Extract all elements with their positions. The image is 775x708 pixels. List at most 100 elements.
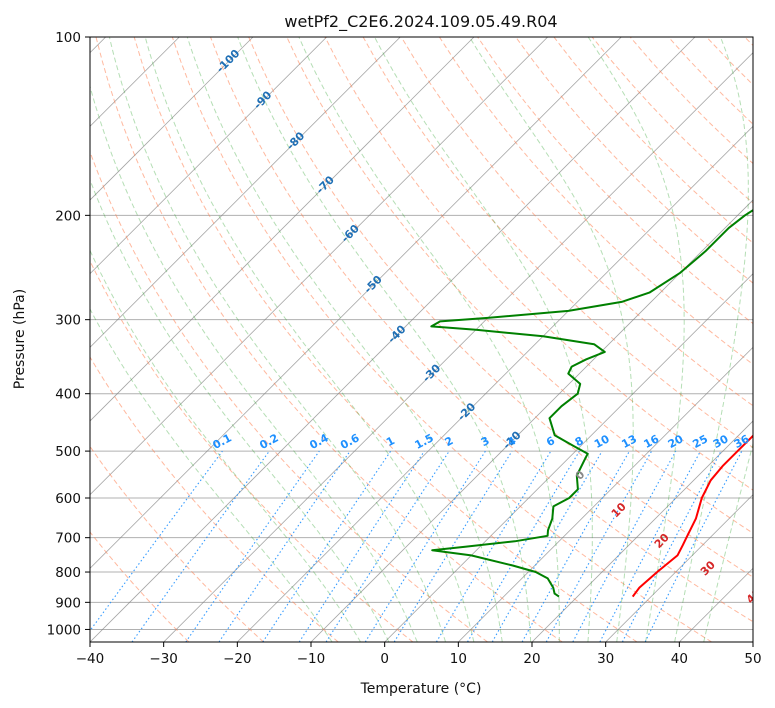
dry-adiabat-line — [90, 531, 190, 642]
y-tick-label: 200 — [55, 208, 81, 224]
mixing-ratio-line — [599, 450, 701, 642]
mixing-ratio-label: 3 — [479, 434, 492, 449]
dry-adiabat-line — [706, 37, 753, 86]
dry-adiabat-line — [438, 37, 753, 366]
mixing-ratio-label: 10 — [592, 432, 612, 451]
dry-adiabat-label: 40 — [744, 586, 764, 606]
y-tick-label: 500 — [55, 444, 81, 460]
dry-adiabat-line — [400, 37, 753, 407]
dry-adiabat-line — [171, 37, 712, 642]
y-tick-label: 1000 — [47, 622, 81, 638]
y-tick-label: 800 — [55, 565, 81, 581]
moist-adiabat-line — [469, 37, 634, 642]
x-tick-label: 20 — [523, 651, 540, 667]
dry-adiabat-line — [248, 37, 753, 578]
isotherm-line — [90, 37, 622, 569]
isotherm-label: -50 — [362, 273, 385, 296]
isotherm-label: -80 — [284, 129, 307, 152]
isotherm-label: -20 — [455, 400, 478, 423]
isotherm-line — [90, 37, 548, 496]
mixing-ratio-line — [644, 450, 743, 642]
dry-adiabat-line — [90, 150, 488, 642]
isotherm-label: -90 — [251, 88, 274, 111]
mixing-ratio-line — [572, 450, 677, 642]
mixing-ratio-label: 36 — [732, 432, 752, 451]
mixing-ratio-label: 0.4 — [307, 431, 331, 452]
isotherm-line — [90, 37, 254, 201]
moist-adiabat-line — [674, 37, 749, 642]
y-axis-label: Pressure (hPa) — [12, 289, 28, 389]
y-tick-label: 900 — [55, 595, 81, 611]
x-tick-label: −10 — [297, 651, 326, 667]
dry-adiabat-line — [90, 445, 264, 642]
x-tick-label: −30 — [149, 651, 178, 667]
mixing-ratio-line — [131, 450, 270, 642]
mixing-ratio-line — [467, 450, 580, 642]
dry-adiabat-label: 20 — [652, 531, 672, 551]
isotherm-line — [90, 37, 475, 422]
mixing-ratio-label: 0.2 — [257, 431, 280, 452]
dry-adiabat-line — [744, 37, 753, 47]
mixing-ratio-label: 1 — [384, 434, 397, 449]
moist-adiabat-line — [90, 308, 333, 642]
moist-adiabat-line — [144, 37, 475, 642]
dry-adiabat-line — [90, 356, 339, 642]
moist-adiabat-line — [90, 178, 390, 642]
dry-adiabat-line — [210, 37, 753, 623]
isotherm-line — [90, 37, 696, 642]
moist-adiabat-line — [703, 441, 753, 642]
moist-adiabat-line — [108, 37, 446, 642]
moist-adiabat-line — [237, 37, 532, 642]
isotherm-line — [531, 420, 753, 642]
isotherm-line — [605, 494, 753, 642]
x-tick-label: 40 — [671, 651, 688, 667]
dry-adiabat-label: 30 — [698, 558, 718, 578]
dry-adiabat-label: 10 — [609, 500, 629, 520]
y-tick-label: 300 — [55, 313, 81, 329]
moist-adiabat-line — [374, 37, 593, 642]
isotherm-line — [90, 37, 401, 348]
mixing-ratio-line — [545, 450, 653, 642]
dry-adiabat-line — [324, 37, 753, 491]
mixing-ratio-label: 20 — [666, 432, 686, 451]
isotherm-line — [752, 641, 753, 642]
x-tick-label: −20 — [223, 651, 252, 667]
isotherm-line — [458, 346, 753, 642]
plot-area: -100-90-80-70-60-50-40-30-20-10010203040… — [90, 37, 764, 642]
mixing-ratio-line — [262, 450, 392, 642]
isotherm-line — [90, 37, 327, 275]
chart-title: wetPf2_C2E6.2024.109.05.49.R04 — [284, 12, 557, 32]
mixing-ratio-label: 1.5 — [413, 431, 436, 452]
moist-adiabat-line — [90, 84, 418, 642]
mixing-ratio-line — [218, 450, 351, 642]
mixing-ratio-label: 13 — [619, 432, 639, 451]
mixing-ratio-line — [298, 450, 425, 642]
x-tick-label: 50 — [744, 651, 761, 667]
isotherm-line — [310, 199, 753, 642]
x-tick-label: 0 — [380, 651, 389, 667]
y-tick-label: 100 — [55, 30, 81, 46]
x-tick-label: 30 — [597, 651, 614, 667]
dry-adiabat-line — [553, 37, 753, 244]
mixing-ratio-label: 16 — [642, 432, 662, 451]
mixing-ratio-label: 25 — [690, 432, 710, 451]
dry-adiabat-line — [90, 259, 414, 642]
isotherm-label: -40 — [385, 322, 408, 345]
mixing-ratio-label: 0.1 — [211, 431, 234, 452]
mixing-ratio-line — [185, 450, 320, 642]
y-tick-label: 700 — [55, 531, 81, 547]
moist-adiabat-line — [587, 37, 685, 642]
isotherm-label: -100 — [214, 47, 243, 76]
mixing-ratio-line — [90, 450, 223, 632]
y-tick-label: 400 — [55, 387, 81, 403]
moist-adiabat-line — [298, 37, 560, 642]
isotherm-line — [163, 52, 753, 642]
axes: −40 −30 −20 −10 0 10 20 30 40 50 100 200 300 400 500 60… — [47, 30, 762, 667]
mixing-ratio-line — [325, 450, 450, 642]
temperature-profile — [631, 434, 753, 598]
isotherm-line — [237, 125, 753, 642]
plot-frame — [89, 36, 754, 643]
dry-adiabat-line — [133, 37, 638, 642]
